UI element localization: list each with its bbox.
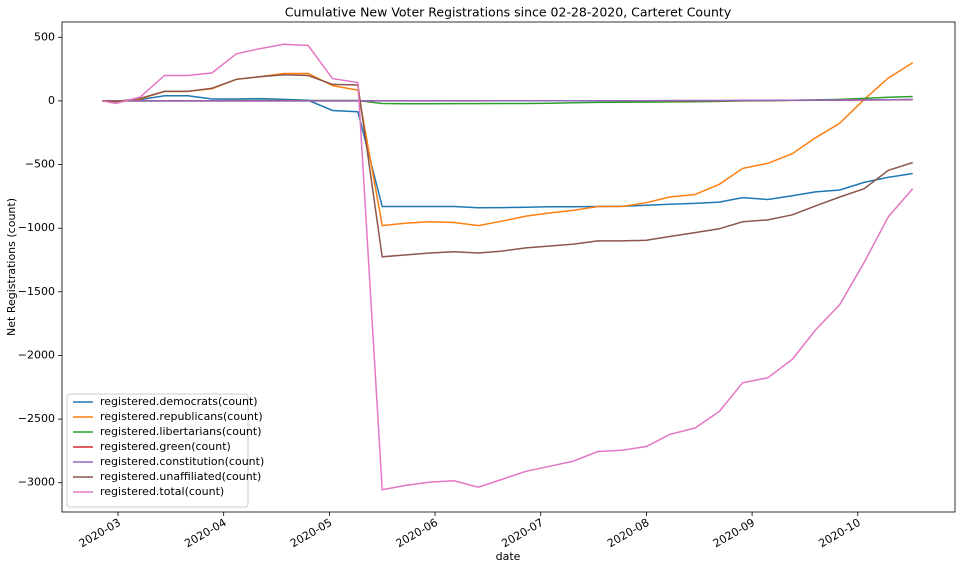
legend-label: registered.unaffiliated(count) [100,470,261,483]
legend-label: registered.green(count) [100,440,231,453]
y-tick-label: −3000 [18,476,55,489]
x-tick-label: 2020-05 [288,516,334,550]
y-axis-label: Net Registrations (count) [5,198,18,336]
x-tick-label: 2020-04 [182,516,228,550]
series-line [102,62,914,227]
y-tick-label: −1000 [18,221,55,234]
y-tick-label: −2000 [18,348,55,361]
y-tick-label: 500 [34,30,55,43]
x-tick-label: 2020-10 [816,516,862,550]
legend-box [66,393,249,508]
series-line [102,95,913,209]
legend-label: registered.libertarians(count) [100,425,262,438]
y-tick-label: 0 [48,94,55,107]
x-tick-label: 2020-07 [499,516,545,550]
series-line [102,98,913,102]
series-line [102,43,914,491]
x-tick-label: 2020-08 [605,516,651,550]
legend-label: registered.total(count) [100,485,224,498]
y-tick-label: −500 [25,158,55,171]
chart-title: Cumulative New Voter Registrations since… [285,5,732,20]
series-line [102,74,913,258]
plot-frame [61,21,956,513]
x-axis-label: date [496,550,521,563]
y-tick-label: −2500 [18,412,55,425]
legend-label: registered.constitution(count) [100,455,264,468]
x-tick-label: 2020-09 [711,516,757,550]
y-tick-label: −1500 [18,285,55,298]
x-tick-label: 2020-03 [77,516,123,550]
legend-label: registered.republicans(count) [100,410,263,423]
legend-label: registered.democrats(count) [100,395,258,408]
x-tick-label: 2020-06 [394,516,440,550]
